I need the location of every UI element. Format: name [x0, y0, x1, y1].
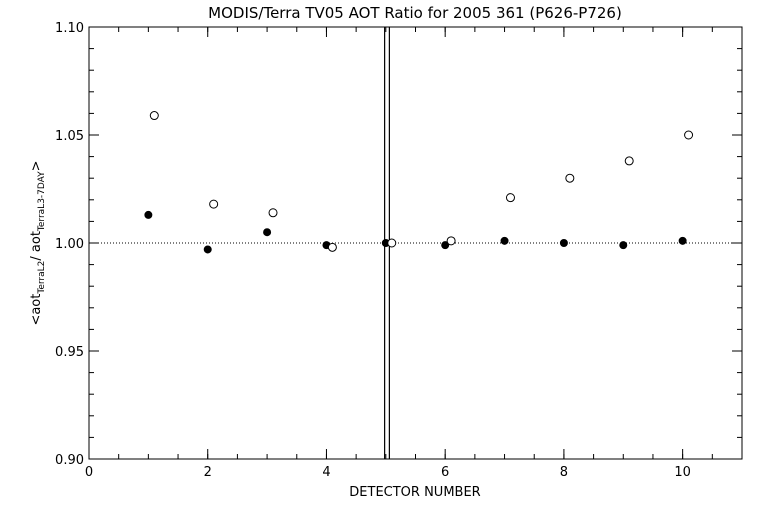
filled-data-point	[203, 245, 212, 254]
open-data-point	[149, 111, 159, 121]
y-label-suffix: >	[29, 160, 44, 171]
x-tick-label: 8	[560, 465, 568, 480]
open-data-point	[209, 199, 219, 209]
x-axis-label: DETECTOR NUMBER	[349, 485, 480, 500]
x-tick-label: 4	[322, 465, 330, 480]
filled-data-point	[559, 239, 568, 247]
y-label-sub1: TerraL2	[37, 261, 47, 295]
filled-data-point	[441, 241, 450, 250]
open-data-point	[387, 238, 397, 248]
y-label-sub2: TerraL3-7DAY	[37, 171, 47, 232]
open-data-point	[446, 236, 456, 246]
filled-data-point	[144, 210, 153, 219]
y-tick-label: 0.95	[55, 345, 84, 360]
x-tick-label: 10	[674, 465, 691, 480]
open-data-point	[327, 242, 337, 252]
x-tick-label: 6	[441, 465, 449, 480]
filled-data-point	[678, 236, 687, 245]
plot-area: 0.90 0.95 1.00 1.05 1.10 0 2 4 6 8 10	[55, 21, 743, 480]
open-data-point	[565, 173, 575, 183]
filled-data-point	[500, 236, 509, 245]
y-tick-label: 1.10	[55, 21, 84, 36]
x-tick-label: 0	[85, 465, 93, 480]
open-data-point	[505, 193, 515, 203]
chart-title: MODIS/Terra TV05 AOT Ratio for 2005 361 …	[208, 4, 622, 22]
open-data-point	[268, 208, 278, 218]
x-tick-label: 2	[204, 465, 212, 480]
filled-data-point	[263, 228, 272, 237]
open-data-point	[684, 130, 694, 140]
y-tick-label: 1.00	[55, 237, 84, 252]
y-axis-label: <aotTerraL2/ aotTerraL3-7DAY>	[29, 160, 47, 325]
open-data-point	[624, 156, 634, 166]
filled-data-point	[619, 241, 628, 250]
y-tick-label: 0.90	[55, 453, 84, 468]
y-tick-label: 1.05	[55, 129, 84, 144]
y-label-prefix: <aot	[29, 294, 44, 326]
y-label-middle: / aot	[29, 231, 44, 261]
